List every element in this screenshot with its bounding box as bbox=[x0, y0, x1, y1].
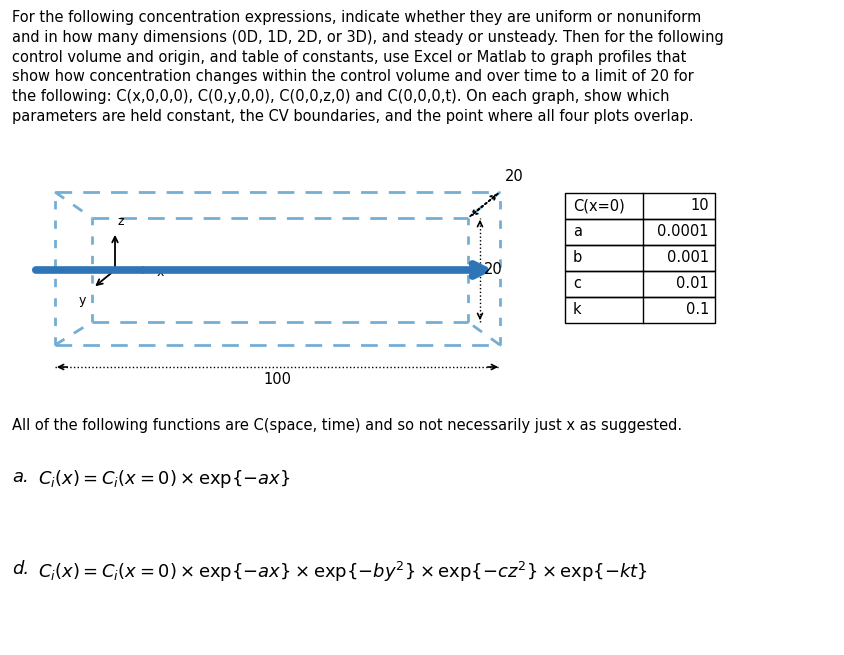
Text: $C_i\left(x\right) = C_i\left(x=0\right) \times \mathregular{exp}\{-ax\}$: $C_i\left(x\right) = C_i\left(x=0\right)… bbox=[38, 468, 291, 490]
Text: 20: 20 bbox=[484, 263, 503, 278]
Text: 0.1: 0.1 bbox=[685, 303, 709, 318]
Text: y: y bbox=[78, 294, 86, 307]
Text: the following: C(x,0,0,0), C(0,y,0,0), C(0,0,z,0) and C(0,0,0,t). On each graph,: the following: C(x,0,0,0), C(0,y,0,0), C… bbox=[12, 89, 669, 104]
Text: a: a bbox=[573, 225, 582, 240]
Text: parameters are held constant, the CV boundaries, and the point where all four pl: parameters are held constant, the CV bou… bbox=[12, 109, 694, 124]
Bar bbox=[565, 219, 715, 245]
Text: z: z bbox=[118, 215, 125, 228]
Text: 0.01: 0.01 bbox=[676, 276, 709, 291]
Bar bbox=[565, 297, 715, 323]
Text: 10: 10 bbox=[690, 198, 709, 214]
Text: and in how many dimensions (0D, 1D, 2D, or 3D), and steady or unsteady. Then for: and in how many dimensions (0D, 1D, 2D, … bbox=[12, 29, 724, 45]
Text: 0.0001: 0.0001 bbox=[657, 225, 709, 240]
Bar bbox=[565, 245, 715, 271]
Text: x: x bbox=[157, 267, 165, 280]
Text: show how concentration changes within the control volume and over time to a limi: show how concentration changes within th… bbox=[12, 69, 694, 84]
Text: b: b bbox=[573, 250, 582, 265]
Text: 20: 20 bbox=[505, 169, 524, 184]
Text: C(x=0): C(x=0) bbox=[573, 198, 625, 214]
Text: a.: a. bbox=[12, 468, 29, 486]
Text: c: c bbox=[573, 276, 581, 291]
Text: For the following concentration expressions, indicate whether they are uniform o: For the following concentration expressi… bbox=[12, 10, 701, 25]
Bar bbox=[565, 271, 715, 297]
Text: $C_i\left(x\right) = C_i\left(x=0\right) \times \mathregular{exp}\{-ax\}\times \: $C_i\left(x\right) = C_i\left(x=0\right)… bbox=[38, 560, 648, 584]
Bar bbox=[565, 193, 715, 219]
Text: 100: 100 bbox=[263, 372, 291, 387]
Text: 0.001: 0.001 bbox=[667, 250, 709, 265]
Text: control volume and origin, and table of constants, use Excel or Matlab to graph : control volume and origin, and table of … bbox=[12, 50, 686, 65]
Text: All of the following functions are C(space, time) and so not necessarily just x : All of the following functions are C(spa… bbox=[12, 418, 682, 433]
Text: d.: d. bbox=[12, 560, 30, 578]
Text: k: k bbox=[573, 303, 582, 318]
